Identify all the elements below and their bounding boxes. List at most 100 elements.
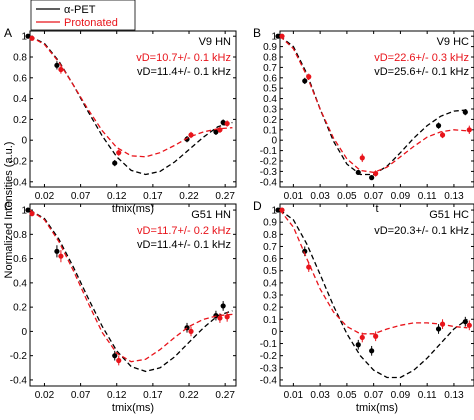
fit-line-alpha-pet [279,209,468,379]
y-tick-label: 0.8 [13,53,27,64]
y-tick-label: 0.8 [263,53,277,64]
x-tick-label: 0.13 [444,390,464,401]
fit-annotation: vD=20.3+/- 0.1 kHz [374,225,469,237]
data-point-protonated [116,357,122,364]
data-point-protonated [58,66,64,73]
fit-line-alpha-pet [29,35,233,176]
y-tick-label: 0.7 [263,242,277,253]
y-tick-label: 0.8 [13,230,27,241]
data-point-alpha-pet [112,353,118,359]
data-point-alpha-pet [275,33,281,39]
fit-annotation: vD=10.7+/- 0.1 kHz [136,52,231,64]
data-point-alpha-pet [25,33,31,39]
data-point-protonated [217,315,223,321]
x-tick-label: 0.27 [215,191,235,202]
panel-letter: D [253,199,262,213]
x-tick-label: 0.09 [391,191,411,202]
data-point-protonated [224,314,230,320]
panel-a: -0.4 -0.2 0 0.2 0.4 0.6 0.8 1 0.02 0.07 0.12 0.17 0.… [4,26,237,215]
data-point-alpha-pet [369,175,375,181]
data-point-protonated [373,170,379,177]
x-tick-label: 0.11 [418,191,437,202]
y-tick-label: -0.1 [260,146,278,157]
fit-annotation: vD=25.6+/- 0.1 kHz [374,66,469,78]
data-point-protonated [373,333,379,339]
panel-letter: A [4,26,12,40]
fit-line-protonated [29,35,233,158]
data-point-protonated [306,264,312,270]
data-point-alpha-pet [435,326,442,332]
fit-annotation: vD=11.4+/- 0.1 kHz [137,66,231,78]
legend: α-PET Protonated [30,0,136,31]
x-tick-label: 0.02 [35,191,55,202]
x-tick-label: 0.02 [35,390,55,401]
x-tick-label: 0.07 [71,191,91,202]
y-tick-label: -0.4 [10,375,28,386]
y-tick-label: 0.3 [263,291,277,302]
panel-letter: C [4,199,13,213]
y-tick-label: 0 [21,136,27,147]
y-tick-label: 0.2 [263,303,277,314]
y-tick-label: 0.3 [263,105,277,116]
x-tick-label: 0.01 [284,191,304,202]
y-tick-label: 0.1 [263,315,277,326]
panel-letter: B [253,26,261,40]
plot-frame [29,203,237,387]
y-tick-label: 0.2 [13,115,27,126]
x-tick-label: 0.22 [179,390,199,401]
x-tick-label: 0.13 [444,191,464,202]
data-point-protonated [224,120,230,127]
data-point-alpha-pet [54,62,60,68]
y-tick-label: 0.9 [263,42,277,53]
x-tick-label: 0.17 [143,390,163,401]
y-tick-label: -0.3 [260,167,278,178]
y-tick-label: 0 [271,136,277,147]
x-tick-label: 0.03 [310,390,330,401]
y-axis-label: Normalized Intensities (a.u.) [3,142,15,279]
y-tick-label: -0.1 [260,339,278,350]
x-tick-label: 0.22 [179,191,199,202]
y-tick-label: -0.2 [10,157,28,168]
x-axis-label: tmix(ms) [112,203,154,215]
y-tick-label: 0.5 [263,266,277,277]
fit-annotation: vD=22.6+/- 0.3 kHz [374,52,469,64]
data-point-protonated [29,35,35,41]
y-tick-label: -0.4 [260,177,278,188]
y-tick-label: 0 [271,327,277,338]
data-point-alpha-pet [462,319,468,325]
y-tick-label: 0.5 [263,84,277,95]
y-tick-label: 0.4 [263,94,277,105]
panel-d: -0.4-0.3-0.2-0.100.10.20.30.40.50.60.70.… [253,199,474,414]
x-tick-label: 0.12 [107,191,127,202]
x-axis-label: t [375,203,378,215]
y-tick-label: 0.2 [13,303,27,314]
x-tick-label: 0.07 [364,390,384,401]
x-axis-label: tmix(ms) [356,402,398,414]
y-tick-label: 0.1 [263,125,277,136]
y-tick-label: 0.4 [263,278,277,289]
y-tick-label: 0.6 [263,254,277,265]
data-point-protonated [359,334,365,341]
data-point-alpha-pet [462,109,468,115]
fit-annotation: vD=11.4+/- 0.1 kHz [137,239,231,251]
x-tick-label: 0.05 [337,390,357,401]
data-point-alpha-pet [355,342,361,348]
x-axis-label: tmix(ms) [112,402,154,414]
panel-title: G51 HN [191,209,231,221]
data-point-protonated [29,211,35,217]
panel-b: -0.4-0.3-0.2-0.100.10.20.30.40.50.60.70.… [253,26,474,215]
data-point-alpha-pet [220,303,226,309]
fit-line-protonated [29,209,233,363]
data-point-alpha-pet [435,123,442,129]
y-tick-label: 1 [271,32,277,43]
data-point-alpha-pet [213,129,219,135]
data-point-protonated [116,150,122,156]
y-tick-label: 0.7 [263,63,277,74]
y-tick-label: 0.6 [13,73,27,84]
y-tick-label: 1 [21,32,27,43]
panel-title: V9 HC [437,36,469,48]
plot-frame [29,30,237,188]
data-point-protonated [188,328,194,334]
y-tick-label: -0.3 [260,363,278,374]
y-tick-label: 0.2 [263,115,277,126]
